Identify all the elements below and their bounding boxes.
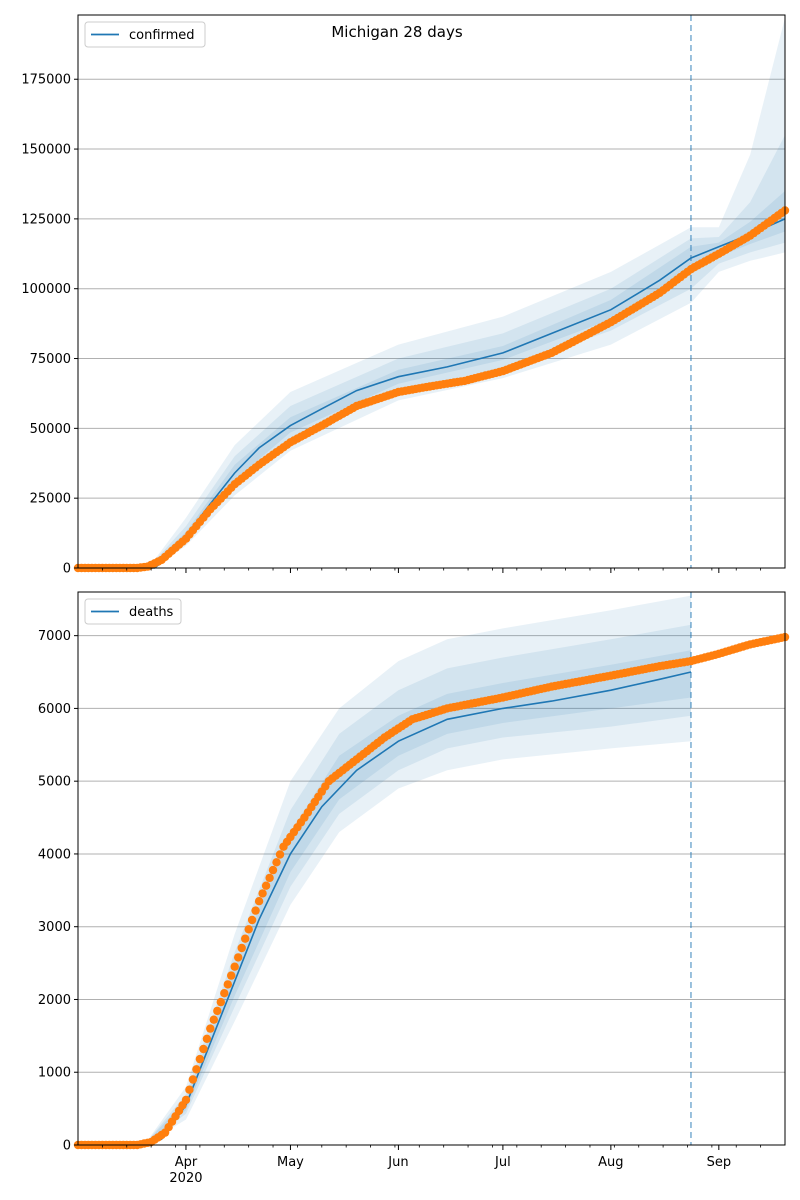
uncertainty-band [144, 624, 691, 1145]
x-tick-label: Jun [387, 1155, 408, 1170]
data-point [216, 997, 225, 1007]
y-tick-label: 1000 [38, 1066, 71, 1081]
data-point [195, 1054, 205, 1064]
uncertainty-band [144, 595, 691, 1145]
y-tick-label: 7000 [38, 629, 71, 644]
y-tick-label: 0 [63, 562, 71, 577]
y-tick-label: 0 [63, 1139, 71, 1154]
data-point [241, 934, 250, 943]
data-point [234, 953, 243, 962]
x-tick-label: Apr [175, 1155, 198, 1170]
data-point [244, 925, 253, 934]
data-point [227, 971, 236, 980]
legend-label: confirmed [129, 28, 195, 43]
x-tick-label: Aug [598, 1155, 623, 1170]
x-tick-label: May [277, 1155, 304, 1170]
axes-frame [77, 591, 786, 1146]
chart-panel-confirmed: 0 25000 50000 75000 100000 125000 150000 175000… [21, 14, 790, 577]
y-tick-label: 50000 [30, 422, 71, 437]
data-point [254, 897, 264, 906]
y-tick-label: 3000 [38, 920, 71, 935]
y-tick-label: 2000 [38, 993, 71, 1008]
data-point [185, 1085, 194, 1094]
legend-box [84, 21, 206, 48]
data-point [188, 1075, 198, 1084]
data-point [213, 1006, 222, 1016]
legend-label: deaths [129, 605, 174, 620]
uncertainty-band [144, 650, 691, 1145]
y-tick-label: 4000 [38, 847, 71, 862]
y-tick-label: 75000 [30, 352, 71, 367]
y-tick-label: 125000 [21, 212, 71, 227]
y-tick-label: 6000 [38, 702, 71, 717]
y-tick-label: 150000 [21, 143, 71, 158]
data-point [206, 1024, 215, 1033]
legend: deaths [84, 598, 182, 625]
data-point [265, 873, 274, 883]
legend: confirmed [84, 21, 206, 48]
x-year-label: 2020 [169, 1171, 202, 1186]
axes-frame [77, 14, 786, 569]
data-point [223, 980, 232, 989]
data-point [237, 943, 246, 953]
data-point [230, 962, 239, 971]
x-tick-label: Jul [494, 1155, 511, 1170]
data-point [268, 865, 278, 875]
y-tick-label: 100000 [21, 282, 71, 297]
data-point [199, 1044, 208, 1054]
uncertainty-band [154, 135, 786, 568]
data-point [251, 906, 260, 915]
y-tick-label: 25000 [30, 492, 71, 507]
data-point [247, 915, 257, 925]
data-point [272, 858, 281, 867]
data-point [209, 1015, 218, 1024]
x-tick-label: Sep [707, 1155, 732, 1170]
data-point [202, 1034, 212, 1044]
data-point [275, 850, 285, 859]
legend-box [84, 598, 182, 625]
data-point [258, 889, 267, 898]
data-point [192, 1065, 201, 1074]
data-point [181, 1095, 191, 1105]
figure-title: Michigan 28 days [331, 23, 462, 41]
data-point [220, 989, 229, 998]
y-tick-label: 175000 [21, 73, 71, 88]
y-tick-label: 5000 [38, 775, 71, 790]
data-point [261, 881, 271, 890]
